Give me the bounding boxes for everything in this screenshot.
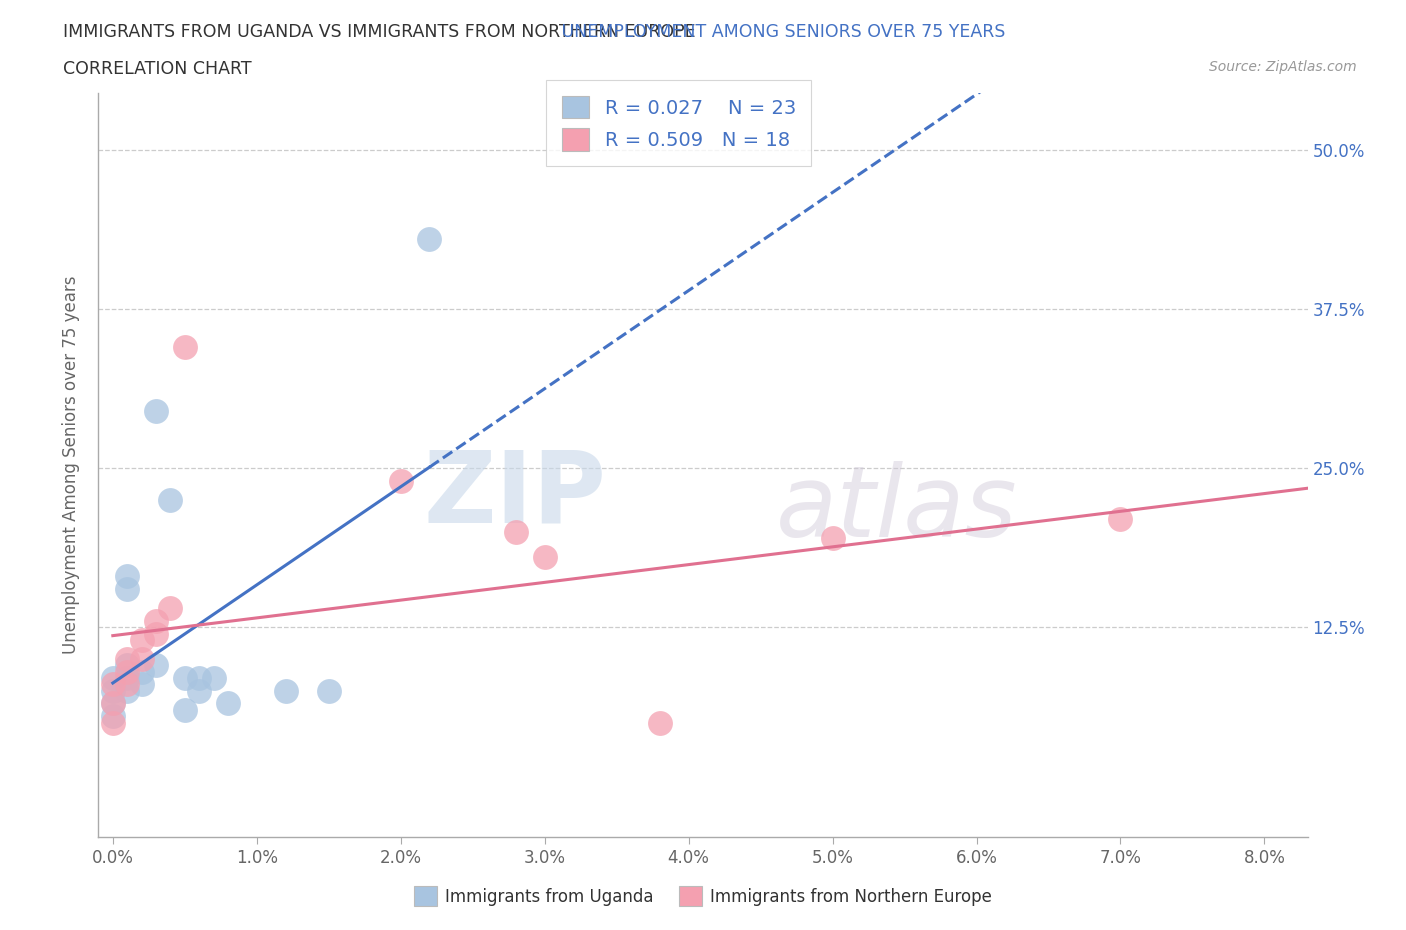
Point — [101, 696, 124, 711]
Point — [115, 671, 138, 685]
Point — [505, 525, 527, 539]
Point — [115, 664, 138, 679]
Point — [115, 658, 138, 672]
Text: ZIP: ZIP — [423, 446, 606, 543]
Text: CORRELATION CHART: CORRELATION CHART — [63, 60, 252, 78]
Point — [188, 671, 211, 685]
Point — [115, 684, 138, 698]
Point — [202, 671, 225, 685]
Point — [159, 493, 181, 508]
Point — [101, 709, 124, 724]
Point — [1109, 512, 1132, 526]
Point — [115, 677, 138, 692]
Point — [131, 664, 153, 679]
Point — [533, 550, 555, 565]
Point — [145, 614, 167, 629]
Y-axis label: Unemployment Among Seniors over 75 years: Unemployment Among Seniors over 75 years — [62, 276, 80, 654]
Point — [101, 684, 124, 698]
Point — [145, 404, 167, 418]
Point — [173, 702, 195, 717]
Point — [115, 581, 138, 596]
Point — [274, 684, 297, 698]
Point — [318, 684, 340, 698]
Point — [131, 677, 153, 692]
Text: IMMIGRANTS FROM UGANDA VS IMMIGRANTS FROM NORTHERN EUROPE: IMMIGRANTS FROM UGANDA VS IMMIGRANTS FRO… — [63, 23, 696, 41]
Legend: Immigrants from Uganda, Immigrants from Northern Europe: Immigrants from Uganda, Immigrants from … — [406, 880, 1000, 912]
Point — [821, 531, 844, 546]
Point — [101, 677, 124, 692]
Point — [101, 715, 124, 730]
Point — [418, 232, 440, 246]
Point — [188, 684, 211, 698]
Point — [131, 652, 153, 667]
Text: Source: ZipAtlas.com: Source: ZipAtlas.com — [1209, 60, 1357, 74]
Point — [173, 340, 195, 355]
Point — [101, 696, 124, 711]
Point — [131, 632, 153, 647]
Text: UNEMPLOYMENT AMONG SENIORS OVER 75 YEARS: UNEMPLOYMENT AMONG SENIORS OVER 75 YEARS — [557, 23, 1005, 41]
Point — [648, 715, 671, 730]
Point — [101, 671, 124, 685]
Point — [173, 671, 195, 685]
Point — [217, 696, 239, 711]
Point — [145, 626, 167, 641]
Point — [159, 601, 181, 616]
Point — [389, 473, 412, 488]
Text: atlas: atlas — [776, 461, 1017, 558]
Legend: R = 0.027    N = 23, R = 0.509   N = 18: R = 0.027 N = 23, R = 0.509 N = 18 — [547, 80, 811, 166]
Point — [115, 569, 138, 584]
Point — [145, 658, 167, 672]
Point — [115, 652, 138, 667]
